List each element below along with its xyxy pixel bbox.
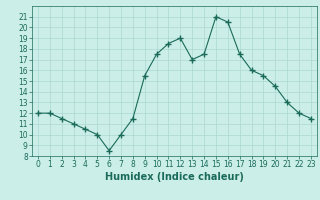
X-axis label: Humidex (Indice chaleur): Humidex (Indice chaleur) <box>105 172 244 182</box>
